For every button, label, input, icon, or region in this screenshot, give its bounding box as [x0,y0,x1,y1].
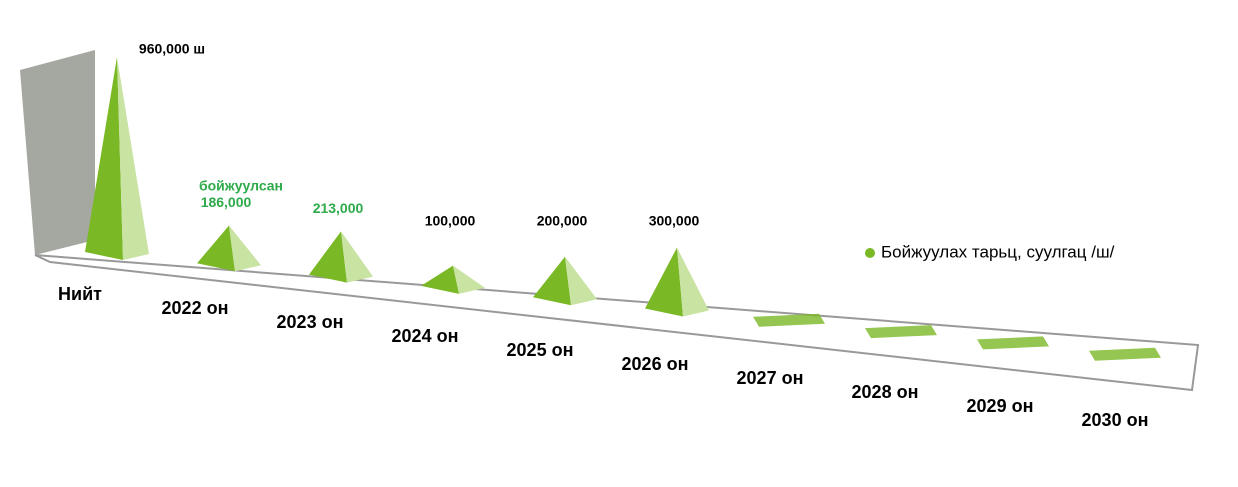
x-tick-label: Нийт [58,284,102,304]
pyramid-flat [865,325,937,339]
x-tick-label: 2029 он [967,396,1034,416]
pyramid-right [565,256,597,306]
value-label: 100,000 [425,213,476,229]
value-label: 960,000 ш [139,41,205,57]
legend-label: Бойжуулах тарьц, суулгац /ш/ [881,242,1115,261]
pyramid-right [453,265,485,294]
annotation: бойжуулсан [199,178,283,194]
x-tick-label: 2028 он [852,382,919,402]
pyramid-left [645,247,683,317]
value-label: 186,000 [201,194,252,210]
pyramid-right [341,231,373,283]
value-label: 213,000 [313,200,364,216]
x-tick-label: 2027 он [737,368,804,388]
pyramid-left [197,225,235,272]
value-label: 200,000 [537,213,588,229]
back-wall [20,50,95,255]
legend-swatch [865,248,875,258]
x-tick-label: 2023 он [277,312,344,332]
pyramid-flat [977,336,1049,350]
x-tick-label: 2022 он [162,298,229,318]
x-tick-label: 2030 он [1082,410,1149,430]
x-tick-label: 2024 он [392,326,459,346]
pyramid-left [533,256,571,306]
pyramid-right [677,247,709,317]
x-tick-label: 2026 он [622,354,689,374]
pyramid-left [309,231,347,283]
x-tick-label: 2025 он [507,340,574,360]
pyramid-right [229,225,261,272]
pyramid-flat [753,313,825,327]
pyramid-right [117,57,149,260]
pyramid-left [85,57,123,260]
value-label: 300,000 [649,213,700,229]
pyramid-left [421,265,459,294]
background [6,6,1232,481]
pyramid-flat [1089,347,1161,361]
